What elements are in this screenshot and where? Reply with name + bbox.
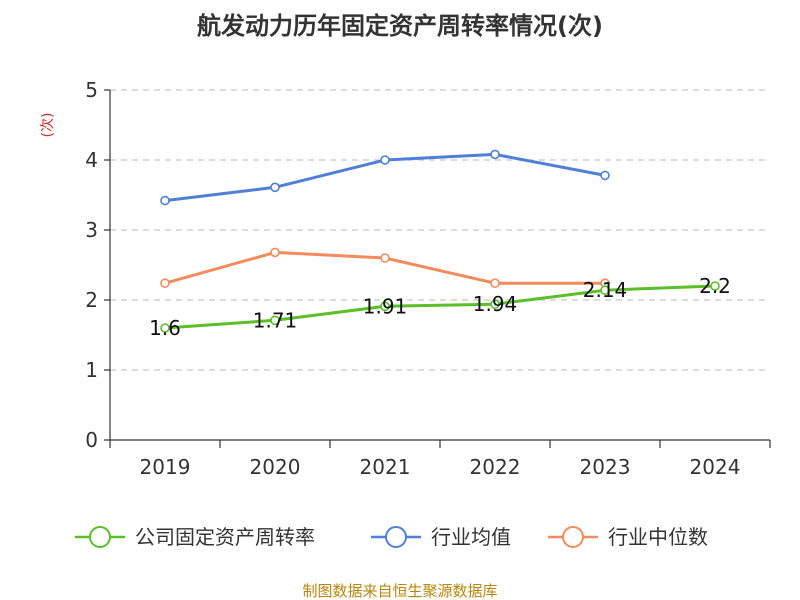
y-tick-label: 5 [85, 78, 98, 102]
x-tick-label: 2024 [690, 455, 741, 479]
x-tick-label: 2022 [470, 455, 521, 479]
data-point-industry-median [380, 253, 390, 263]
y-tick-label: 2 [85, 288, 98, 312]
data-point-industry-avg [490, 149, 500, 160]
data-point-industry-avg [270, 182, 280, 193]
chart-title: 航发动力历年固定资产周转率情况(次) [197, 12, 603, 40]
data-point-company [490, 299, 500, 310]
x-tick-label: 2019 [140, 455, 191, 479]
data-point-industry-avg [160, 195, 170, 206]
y-axis-label: (次) [40, 113, 56, 138]
axes: 0 1 2 3 4 5 2019 2020 2021 2022 2023 2024 [85, 78, 771, 479]
legend-item-industry-avg: 行业均值 [371, 525, 511, 549]
legend-item-industry-median: 行业中位数 [548, 525, 708, 549]
data-point-company [160, 323, 170, 333]
legend-item-company: 公司固定资产周转率 [75, 525, 315, 549]
data-point-company [600, 285, 610, 296]
x-tick-label: 2021 [360, 455, 411, 479]
series-line-company [164, 284, 716, 330]
legend-label: 行业中位数 [608, 525, 708, 549]
data-point-industry-median [490, 278, 500, 289]
legend-marker [562, 526, 584, 548]
data-point-industry-median [160, 278, 170, 289]
data-point-industry-avg [600, 170, 610, 181]
y-tick-label: 1 [85, 358, 98, 382]
grid-lines [110, 89, 770, 371]
series-industry-median [160, 247, 610, 289]
legend-label: 行业均值 [431, 525, 511, 549]
data-point-company [380, 301, 390, 312]
series-industry-avg [160, 149, 610, 206]
data-label: 1.6 [149, 316, 181, 340]
y-tick-label: 3 [85, 218, 98, 242]
data-label: 1.91 [363, 294, 408, 318]
data-point-industry-avg [380, 155, 390, 165]
legend-label: 公司固定资产周转率 [135, 525, 315, 549]
data-label: 2.14 [583, 278, 628, 302]
y-tick-label: 0 [85, 428, 98, 452]
data-labels: 1.6 1.71 1.91 1.94 2.14 2.2 [149, 274, 731, 340]
source-note: 制图数据来自恒生聚源数据库 [302, 582, 497, 600]
x-tick-label: 2020 [250, 455, 301, 479]
legend-marker [385, 526, 407, 548]
legend: 公司固定资产周转率 行业均值 行业中位数 [75, 525, 708, 549]
x-tick-label: 2023 [580, 455, 631, 479]
y-tick-label: 4 [85, 148, 98, 172]
data-point-industry-median [270, 247, 280, 258]
legend-marker [89, 526, 111, 548]
data-label: 1.71 [253, 308, 298, 332]
data-point-company [710, 281, 720, 291]
series-company [160, 281, 720, 333]
data-point-company [270, 315, 280, 326]
series-group [160, 149, 720, 333]
data-label: 2.2 [699, 274, 731, 298]
data-label: 1.94 [473, 292, 518, 316]
